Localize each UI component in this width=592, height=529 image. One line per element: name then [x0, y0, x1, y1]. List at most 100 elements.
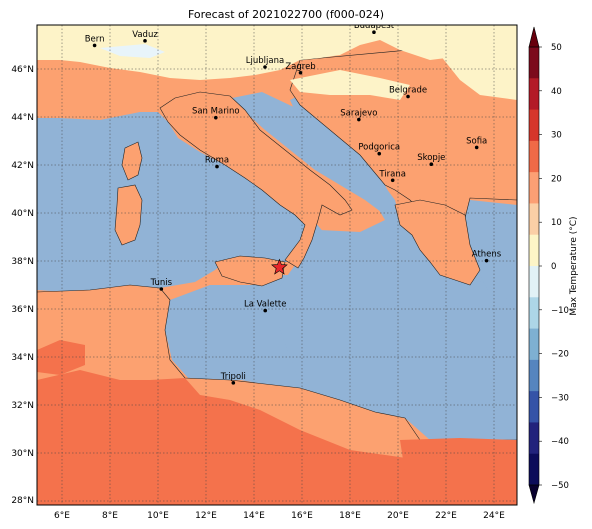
- colorbar-label: Max Temperature (°C): [569, 216, 579, 315]
- colorbar-swatch: [529, 422, 539, 455]
- lon-tick-label: 12°E: [195, 511, 217, 521]
- city-dot: [92, 43, 97, 48]
- city-dot: [214, 115, 218, 120]
- lon-tick-label: 24°E: [483, 511, 505, 521]
- city-dot: [215, 164, 219, 169]
- colorbar-swatch: [529, 266, 539, 298]
- lon-tick-label: 10°E: [147, 511, 169, 521]
- lat-tick-label: 32°N: [11, 401, 34, 411]
- lon-tick-label: 18°E: [339, 511, 361, 521]
- lat-tick-label: 38°N: [11, 257, 34, 267]
- alps-cool-region: [37, 25, 517, 80]
- city-label: Skopje: [417, 153, 445, 163]
- colorbar-tick-label: −20: [551, 350, 569, 360]
- city-label: Bern: [85, 34, 105, 44]
- city-dot: [159, 287, 164, 291]
- lat-tick-label: 34°N: [11, 353, 34, 363]
- city-label: La Valette: [244, 300, 287, 310]
- sardinia-land: [114, 184, 143, 246]
- colorbar-min-extension: [528, 484, 540, 505]
- marker-layer: [271, 258, 288, 275]
- city-dot: [390, 178, 395, 183]
- city-label: Sarajevo: [340, 109, 377, 119]
- lon-tick-label: 6°E: [54, 511, 70, 521]
- city-dot: [377, 151, 382, 156]
- colorbar-tick-label: 40: [551, 87, 562, 97]
- city-label: Ljubljana: [246, 56, 284, 66]
- city-dot: [429, 162, 434, 166]
- colorbar-swatch: [529, 109, 539, 142]
- graticule: [37, 25, 517, 505]
- city-label: San Marino: [192, 107, 240, 117]
- colorbar-swatch: [529, 234, 539, 267]
- africa-hot-region-southeast: [400, 438, 517, 505]
- city-dot: [406, 94, 410, 99]
- adriatic-sea: [232, 92, 395, 215]
- lon-tick-label: 16°E: [291, 511, 313, 521]
- lon-tick-label: 8°E: [102, 511, 118, 521]
- carpathian-cool-region: [440, 50, 517, 100]
- figure-title: Forecast of 2021022700 (f000-024): [188, 8, 384, 21]
- city-dot: [474, 145, 479, 150]
- colorbar-max-extension: [528, 26, 540, 48]
- lat-axis: 46°N 44°N 42°N 40°N 38°N 36°N 34°N 32°N …: [11, 65, 34, 506]
- city-label: Budapest: [354, 21, 395, 31]
- colorbar-tick-label: −40: [551, 437, 569, 447]
- lat-tick-label: 40°N: [11, 209, 34, 219]
- colorbar-tick-label: −30: [551, 393, 569, 403]
- alpine-glacier: [100, 44, 165, 58]
- lat-tick-label: 44°N: [11, 113, 34, 123]
- colorbar-swatch: [529, 203, 539, 236]
- city-dot: [263, 308, 268, 313]
- colorbar: 50 40 30 20 10 0 −10 −20 −30 −40 −50: [528, 26, 569, 505]
- city-label: Tirana: [378, 169, 406, 179]
- lon-tick-label: 20°E: [387, 511, 409, 521]
- city-label: Tripoli: [220, 372, 246, 382]
- greece-land: [394, 199, 481, 286]
- africa-hot-region-west: [37, 340, 85, 375]
- colorbar-swatch: [529, 47, 539, 79]
- italy-land: [159, 91, 353, 269]
- aegean-sea: [462, 200, 517, 300]
- colorbar-swatch: [529, 78, 539, 111]
- city-dot: [231, 381, 236, 385]
- colorbar-swatch: [529, 359, 539, 392]
- colorbar-tick-label: 10: [551, 218, 562, 228]
- ionian-sea: [270, 230, 517, 440]
- colorbar-swatch: [529, 140, 539, 173]
- city-dot: [484, 258, 489, 263]
- colorbar-swatch: [529, 172, 539, 204]
- city-label: Roma: [205, 156, 229, 166]
- city-label: Vaduz: [132, 30, 158, 40]
- lon-tick-label: 14°E: [243, 511, 265, 521]
- city-dot: [357, 117, 361, 122]
- colorbar-swatch: [529, 391, 539, 423]
- colorbar-tick-label: 50: [551, 43, 562, 53]
- lat-tick-label: 28°N: [11, 496, 34, 506]
- colorbar-tick-label: −50: [551, 481, 569, 491]
- africa-hot-region: [37, 370, 517, 505]
- lon-tick-label: 22°E: [435, 511, 457, 521]
- city-dot: [143, 39, 147, 43]
- colorbar-swatch: [529, 328, 539, 361]
- lat-tick-label: 42°N: [11, 161, 34, 171]
- colorbar-swatch: [529, 453, 539, 486]
- colorbar-tick-label: 20: [551, 174, 562, 184]
- colorbar-tick-label: −10: [551, 306, 569, 316]
- city-label: Athens: [472, 250, 502, 260]
- city-label: Zagreb: [285, 62, 315, 72]
- city-label: Belgrade: [389, 86, 427, 96]
- city-label: Tunis: [150, 278, 173, 288]
- map-frame: [36, 24, 518, 506]
- lon-axis: 6°E 8°E 10°E 12°E 14°E 16°E 18°E 20°E 22…: [54, 511, 505, 521]
- colorbar-swatch: [529, 297, 539, 330]
- lat-tick-label: 46°N: [11, 65, 34, 75]
- lat-tick-label: 36°N: [11, 305, 34, 315]
- sicily-land: [214, 255, 286, 287]
- location-star-marker: [271, 258, 288, 275]
- city-label: Podgorica: [358, 143, 400, 153]
- colorbar-tick-label: 0: [551, 262, 556, 272]
